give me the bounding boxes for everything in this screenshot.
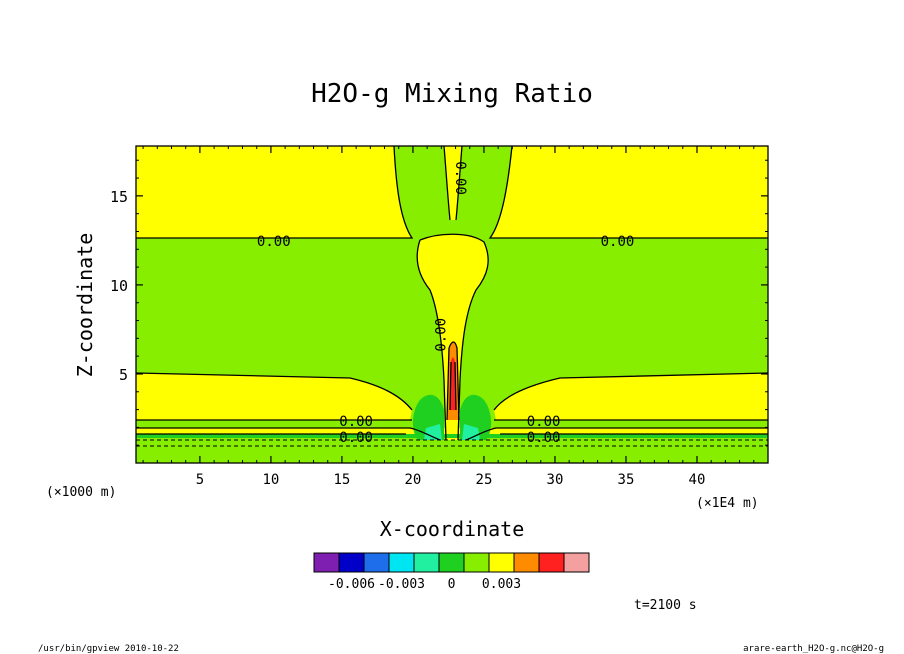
colorbar-tick-label: -0.006	[328, 577, 375, 592]
colorbar-swatch	[363, 552, 390, 573]
y-axis: 5 10 15	[110, 159, 768, 446]
contour-lines-negative	[136, 439, 768, 447]
field-lower-left-yellow	[136, 373, 412, 420]
time-label: t=2100 s	[634, 598, 697, 613]
colorbar-swatch	[313, 552, 340, 573]
field-upper-left-yellow	[136, 146, 412, 238]
footer-right: arare-earth_H2O-g.nc@H2O-g	[743, 644, 884, 654]
contour-label: 0.00	[339, 414, 373, 430]
x-tick-label: 5	[196, 472, 204, 488]
x-tick-label: 35	[618, 472, 635, 488]
contour-label: 0.00	[527, 430, 561, 446]
field-cyan-patch-left	[424, 424, 442, 440]
colorbar-swatch	[463, 552, 490, 573]
field-lower-right-yellow	[494, 373, 768, 420]
x-axis: 5 10 15 20 25 30 35 40	[142, 146, 755, 488]
x-tick-label: 30	[547, 472, 564, 488]
chart-title: H2O-g Mixing Ratio	[311, 79, 593, 109]
x-axis-title: X-coordinate	[380, 517, 525, 541]
colorbar-swatch	[538, 552, 565, 573]
contour-field	[136, 146, 768, 463]
field-upper-right-yellow	[490, 146, 768, 238]
contour-labels: 0.00 0.000.000.000.000.000.000.00	[257, 161, 634, 446]
x-tick-label: 25	[476, 472, 493, 488]
field-surface-green-band	[136, 434, 768, 438]
y-tick-label: 10	[110, 277, 128, 295]
x-tick-label: 40	[689, 472, 706, 488]
x-tick-label: 15	[334, 472, 351, 488]
colorbar-swatch	[438, 552, 465, 573]
x-unit-left: (×1000 m)	[46, 485, 116, 500]
colorbar-tick-label: 0.003	[482, 577, 521, 592]
contour-label: 0.00	[257, 234, 291, 250]
colorbar-swatch	[563, 552, 590, 573]
y-tick-label: 15	[110, 188, 128, 206]
y-axis-title: Z-coordinate	[73, 233, 97, 378]
contour-label: 0.00	[339, 430, 373, 446]
contour-label: 0.00	[527, 414, 561, 430]
contour-label: 0.00	[433, 318, 449, 352]
field-central-column-yellow	[417, 234, 489, 440]
colorbar-swatch	[488, 552, 515, 573]
colorbar-swatch	[413, 552, 440, 573]
colorbar: -0.006 -0.003 0 0.003	[313, 552, 590, 592]
contour-label: 0.00	[601, 234, 635, 250]
x-tick-label: 10	[262, 472, 279, 488]
contour-lines	[136, 146, 768, 441]
x-tick-label: 20	[405, 472, 422, 488]
footer-left: /usr/bin/gpview 2010-10-22	[38, 644, 179, 654]
colorbar-tick-label: -0.003	[378, 577, 425, 592]
field-surface-yellow-band	[136, 428, 768, 434]
colorbar-tick-label: 0	[448, 577, 456, 592]
y-tick-label: 5	[119, 366, 128, 384]
colorbar-swatch	[388, 552, 415, 573]
field-core-red	[450, 357, 456, 410]
plot-frame	[135, 145, 769, 464]
contour-label: 0.00	[452, 161, 468, 195]
colorbar-swatch	[338, 552, 365, 573]
colorbar-swatch	[513, 552, 540, 573]
x-unit-right: (×1E4 m)	[696, 496, 759, 511]
